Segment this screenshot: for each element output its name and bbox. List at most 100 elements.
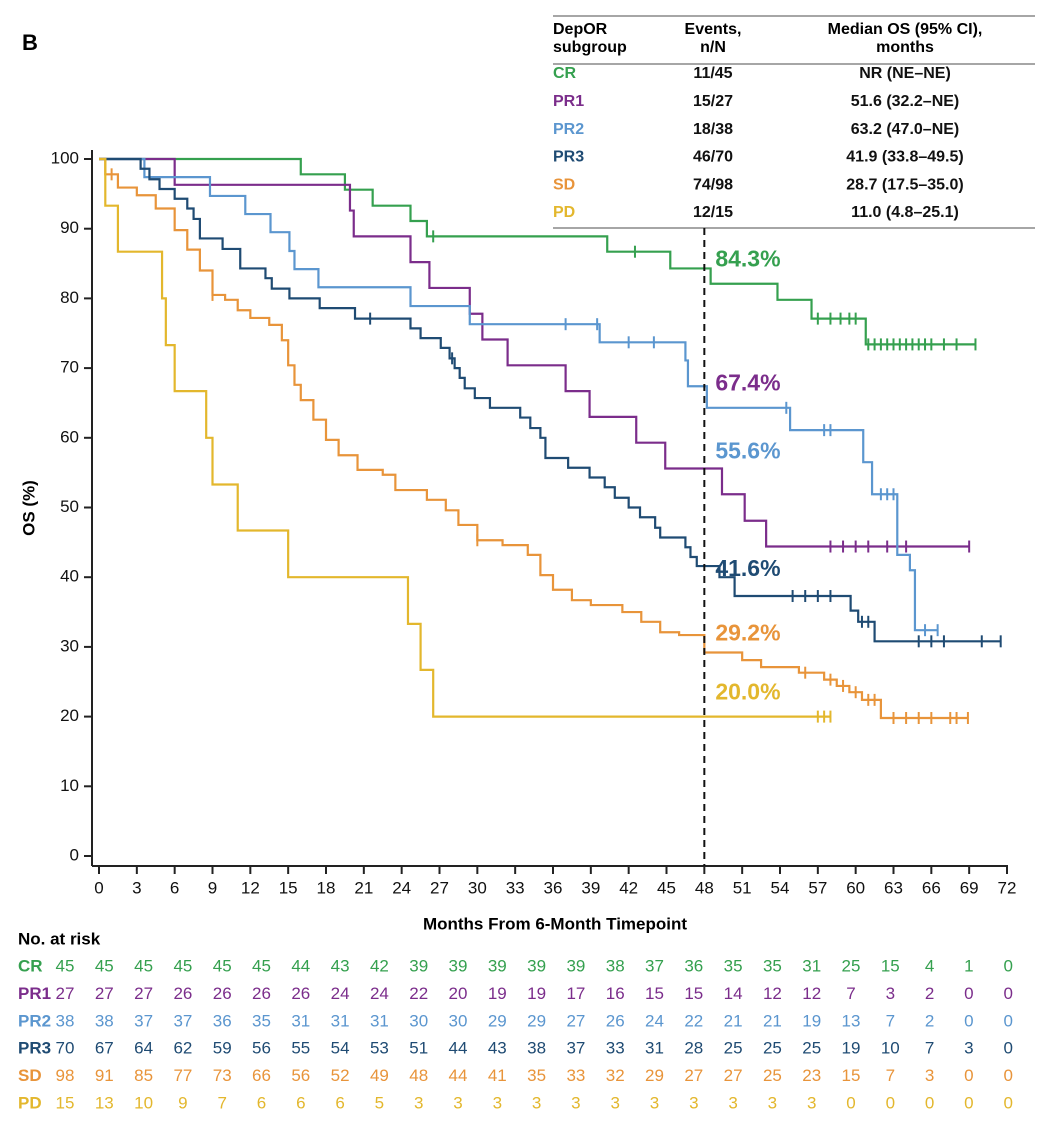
survival-curve (99, 157, 938, 632)
x-tick-label: 18 (317, 878, 336, 897)
x-tick-label: 0 (94, 878, 103, 897)
risk-count: 36 (684, 956, 703, 975)
risk-row-label: SD (18, 1066, 42, 1085)
risk-count: 41 (488, 1066, 507, 1085)
risk-count: 39 (409, 956, 428, 975)
table-group: SD (553, 176, 575, 193)
risk-row-label: PD (18, 1093, 42, 1112)
risk-count: 16 (606, 984, 625, 1003)
x-tick-label: 3 (132, 878, 141, 897)
risk-count: 28 (684, 1039, 703, 1058)
risk-count: 15 (842, 1066, 861, 1085)
risk-count: 13 (842, 1011, 861, 1030)
risk-count: 31 (370, 1011, 389, 1030)
x-tick-label: 39 (581, 878, 600, 897)
risk-count: 19 (488, 984, 507, 1003)
risk-count: 20 (449, 984, 468, 1003)
risk-count: 45 (56, 956, 75, 975)
x-tick-label: 21 (354, 878, 373, 897)
risk-count: 31 (802, 956, 821, 975)
risk-count: 10 (134, 1093, 153, 1112)
y-tick-label: 70 (60, 358, 79, 377)
table-header: Events, n/N (685, 21, 742, 56)
risk-count: 73 (213, 1066, 232, 1085)
annotation: 41.6% (715, 555, 780, 581)
risk-count: 66 (252, 1066, 271, 1085)
risk-count: 27 (134, 984, 153, 1003)
annotation: 55.6% (715, 438, 780, 464)
risk-count: 30 (409, 1011, 428, 1030)
risk-count: 3 (728, 1093, 737, 1112)
risk-count: 59 (213, 1039, 232, 1058)
risk-count: 6 (257, 1093, 266, 1112)
risk-count: 32 (606, 1066, 625, 1085)
x-tick-label: 30 (468, 878, 487, 897)
risk-count: 3 (532, 1093, 541, 1112)
x-tick-label: 12 (241, 878, 260, 897)
y-tick-label: 50 (60, 497, 79, 516)
risk-count: 0 (1003, 1093, 1012, 1112)
risk-count: 37 (134, 1011, 153, 1030)
risk-count: 35 (724, 956, 743, 975)
panel-label: B (22, 30, 38, 55)
risk-count: 27 (566, 1011, 585, 1030)
risk-count: 15 (56, 1093, 75, 1112)
risk-count: 45 (173, 956, 192, 975)
table-group: PR3 (553, 149, 584, 166)
risk-count: 85 (134, 1066, 153, 1085)
risk-title: No. at risk (18, 929, 101, 948)
risk-count: 5 (375, 1093, 384, 1112)
risk-count: 3 (925, 1066, 934, 1085)
risk-count: 6 (296, 1093, 305, 1112)
risk-count: 6 (335, 1093, 344, 1112)
table-cell: 51.6 (32.2–NE) (851, 93, 960, 110)
table-group: PD (553, 204, 575, 221)
risk-count: 0 (1003, 956, 1012, 975)
risk-count: 36 (213, 1011, 232, 1030)
y-tick-label: 90 (60, 218, 79, 237)
risk-count: 38 (95, 1011, 114, 1030)
risk-count: 98 (56, 1066, 75, 1085)
risk-count: 53 (370, 1039, 389, 1058)
risk-count: 35 (763, 956, 782, 975)
risk-count: 31 (291, 1011, 310, 1030)
risk-count: 56 (291, 1066, 310, 1085)
risk-count: 3 (886, 984, 895, 1003)
x-tick-label: 9 (208, 878, 217, 897)
risk-count: 12 (763, 984, 782, 1003)
annotation: 67.4% (715, 369, 780, 395)
risk-count: 7 (846, 984, 855, 1003)
risk-count: 45 (252, 956, 271, 975)
table-cell: 74/98 (693, 176, 733, 193)
risk-count: 15 (684, 984, 703, 1003)
table-group: PR1 (553, 93, 584, 110)
risk-count: 37 (173, 1011, 192, 1030)
y-tick-label: 10 (60, 776, 79, 795)
risk-count: 49 (370, 1066, 389, 1085)
risk-count: 7 (925, 1039, 934, 1058)
y-tick-label: 100 (51, 148, 79, 167)
survival-curve (99, 157, 976, 346)
risk-count: 0 (964, 984, 973, 1003)
table-cell: 28.7 (17.5–35.0) (846, 176, 963, 193)
x-axis-title: Months From 6-Month Timepoint (423, 914, 687, 933)
survival-curve (99, 157, 968, 720)
risk-count: 38 (606, 956, 625, 975)
risk-row-label: PR1 (18, 984, 51, 1003)
x-tick-label: 63 (884, 878, 903, 897)
table-header: DepOR subgroup (553, 21, 627, 56)
risk-count: 3 (964, 1039, 973, 1058)
risk-count: 37 (566, 1039, 585, 1058)
risk-count: 0 (886, 1093, 895, 1112)
table-group: CR (553, 65, 577, 82)
risk-count: 37 (645, 956, 664, 975)
table-group: PR2 (553, 121, 584, 138)
y-tick-label: 80 (60, 288, 79, 307)
survival-curve (99, 157, 831, 718)
x-tick-label: 15 (279, 878, 298, 897)
risk-count: 39 (566, 956, 585, 975)
risk-count: 26 (252, 984, 271, 1003)
table-cell: 11/45 (693, 65, 732, 82)
risk-row-label: CR (18, 956, 43, 975)
